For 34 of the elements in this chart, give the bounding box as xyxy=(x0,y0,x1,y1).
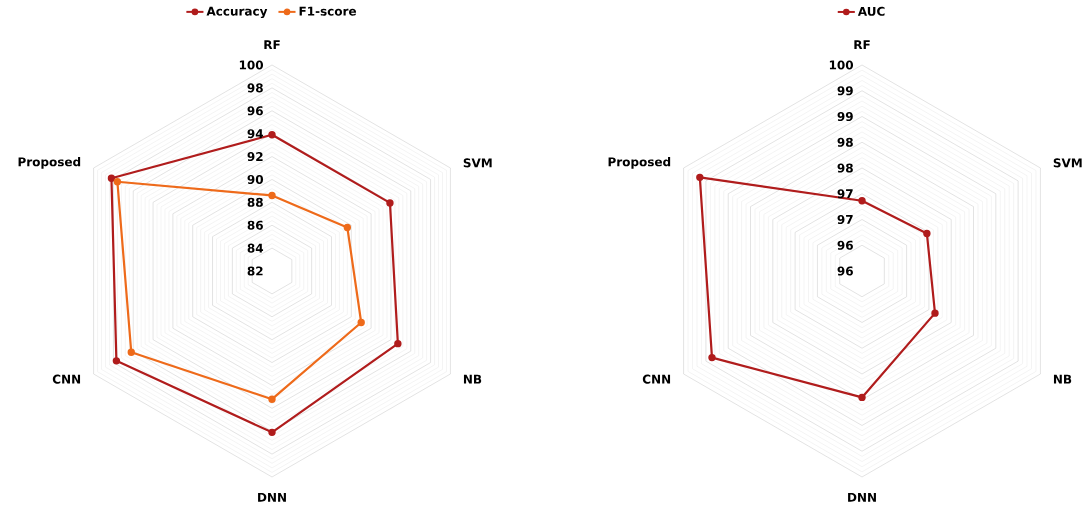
spoke-label: Proposed xyxy=(18,157,81,169)
y-tick-label: 92 xyxy=(247,152,263,162)
spoke-label: DNN xyxy=(258,492,286,502)
y-tick-label: 99 xyxy=(837,111,853,122)
spoke-label: SVM xyxy=(1053,158,1082,168)
y-tick-label: 84 xyxy=(247,243,264,253)
y-tick-label: 96 xyxy=(837,240,853,250)
spoke-label: RF xyxy=(854,40,870,50)
y-tick-label: 90 xyxy=(247,174,264,184)
y-tick-label: 99 xyxy=(837,86,853,96)
y-tick-label: 98 xyxy=(247,83,263,93)
y-tick-label: 94 xyxy=(247,129,264,139)
y-tick-label: 82 xyxy=(247,266,263,276)
y-tick-label: 96 xyxy=(247,106,263,116)
y-tick-label: 97 xyxy=(837,189,853,199)
y-tick-label: 86 xyxy=(247,220,263,230)
spoke-label: Proposed xyxy=(608,157,671,169)
spoke-label: CNN xyxy=(642,374,671,384)
legend-label: F1-score xyxy=(299,6,357,16)
spoke-label: SVM xyxy=(463,158,492,168)
spoke-label: DNN xyxy=(848,492,876,502)
y-tick-label: 100 xyxy=(239,60,264,70)
y-tick-label: 98 xyxy=(837,137,853,147)
spoke-label: NB xyxy=(463,374,482,384)
y-tick-label: 88 xyxy=(247,197,263,207)
legend-label: AUC xyxy=(857,6,885,16)
y-tick-label: 97 xyxy=(837,214,853,225)
y-tick-label: 96 xyxy=(837,266,853,276)
spoke-label: CNN xyxy=(52,374,81,384)
spoke-label: RF xyxy=(264,40,280,50)
legend-label: Accuracy xyxy=(206,6,268,19)
y-tick-label: 98 xyxy=(837,163,853,173)
spoke-label: NB xyxy=(1053,374,1072,384)
y-tick-label: 100 xyxy=(829,60,854,70)
